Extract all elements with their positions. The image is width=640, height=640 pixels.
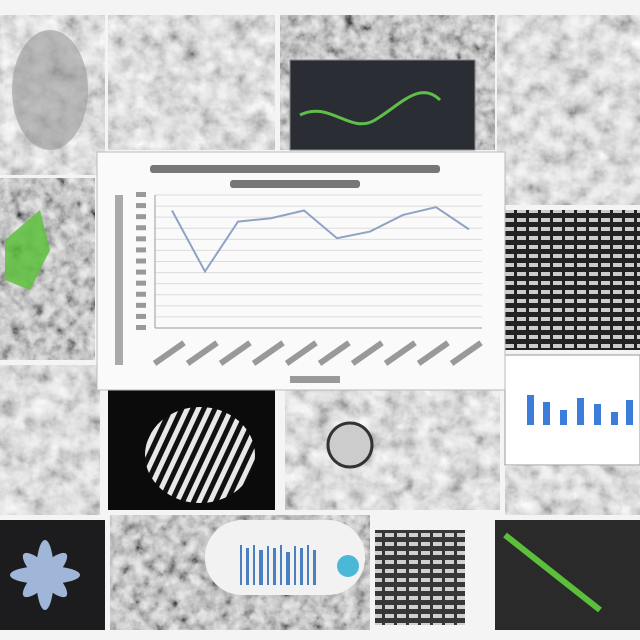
illegible-tick (136, 236, 146, 242)
dot (337, 555, 359, 577)
tile (0, 365, 100, 515)
illegible-tick (136, 313, 146, 319)
illegible-tick (136, 302, 146, 308)
illegible-x-label (383, 340, 417, 366)
barcode (240, 545, 316, 585)
green-stem (503, 532, 602, 613)
illegible-x-label (449, 340, 483, 366)
flower (10, 540, 80, 610)
inset-bars (527, 395, 633, 425)
tile (505, 465, 640, 515)
illegible-tick (136, 258, 146, 264)
illegible-tick (136, 214, 146, 220)
bar-inset (504, 354, 640, 466)
illegible-tick (136, 291, 146, 297)
illegible-x-label (251, 340, 285, 366)
illegible-tick (136, 280, 146, 286)
tiles (0, 15, 640, 630)
illegible-x-label (152, 340, 186, 366)
pill (205, 520, 365, 595)
shape (12, 30, 88, 150)
line (171, 206, 470, 274)
mini-line (299, 91, 442, 126)
illegible-axis-title (115, 195, 123, 365)
illegible-tick (136, 225, 146, 231)
tile (495, 520, 640, 630)
illegible-x-title (290, 376, 340, 383)
illegible-tick (136, 192, 146, 197)
illegible-tick (136, 247, 146, 253)
tile (108, 15, 275, 150)
illegible-x-label (416, 340, 450, 366)
illegible-x-label (185, 340, 219, 366)
illegible-x-label (350, 340, 384, 366)
tile (497, 15, 640, 205)
illegible-x-label (317, 340, 351, 366)
eye (326, 421, 374, 469)
illegible-title (150, 165, 440, 188)
illegible-tick (136, 269, 146, 275)
tile (505, 210, 640, 350)
illegible-x-label (218, 340, 252, 366)
tile (375, 530, 465, 625)
green-leaf (5, 210, 50, 290)
shell (145, 407, 255, 503)
illegible-x-label (284, 340, 318, 366)
mini-chart (289, 59, 476, 151)
tile (285, 390, 500, 510)
illegible-tick (136, 325, 146, 330)
illegible-tick (136, 203, 146, 209)
